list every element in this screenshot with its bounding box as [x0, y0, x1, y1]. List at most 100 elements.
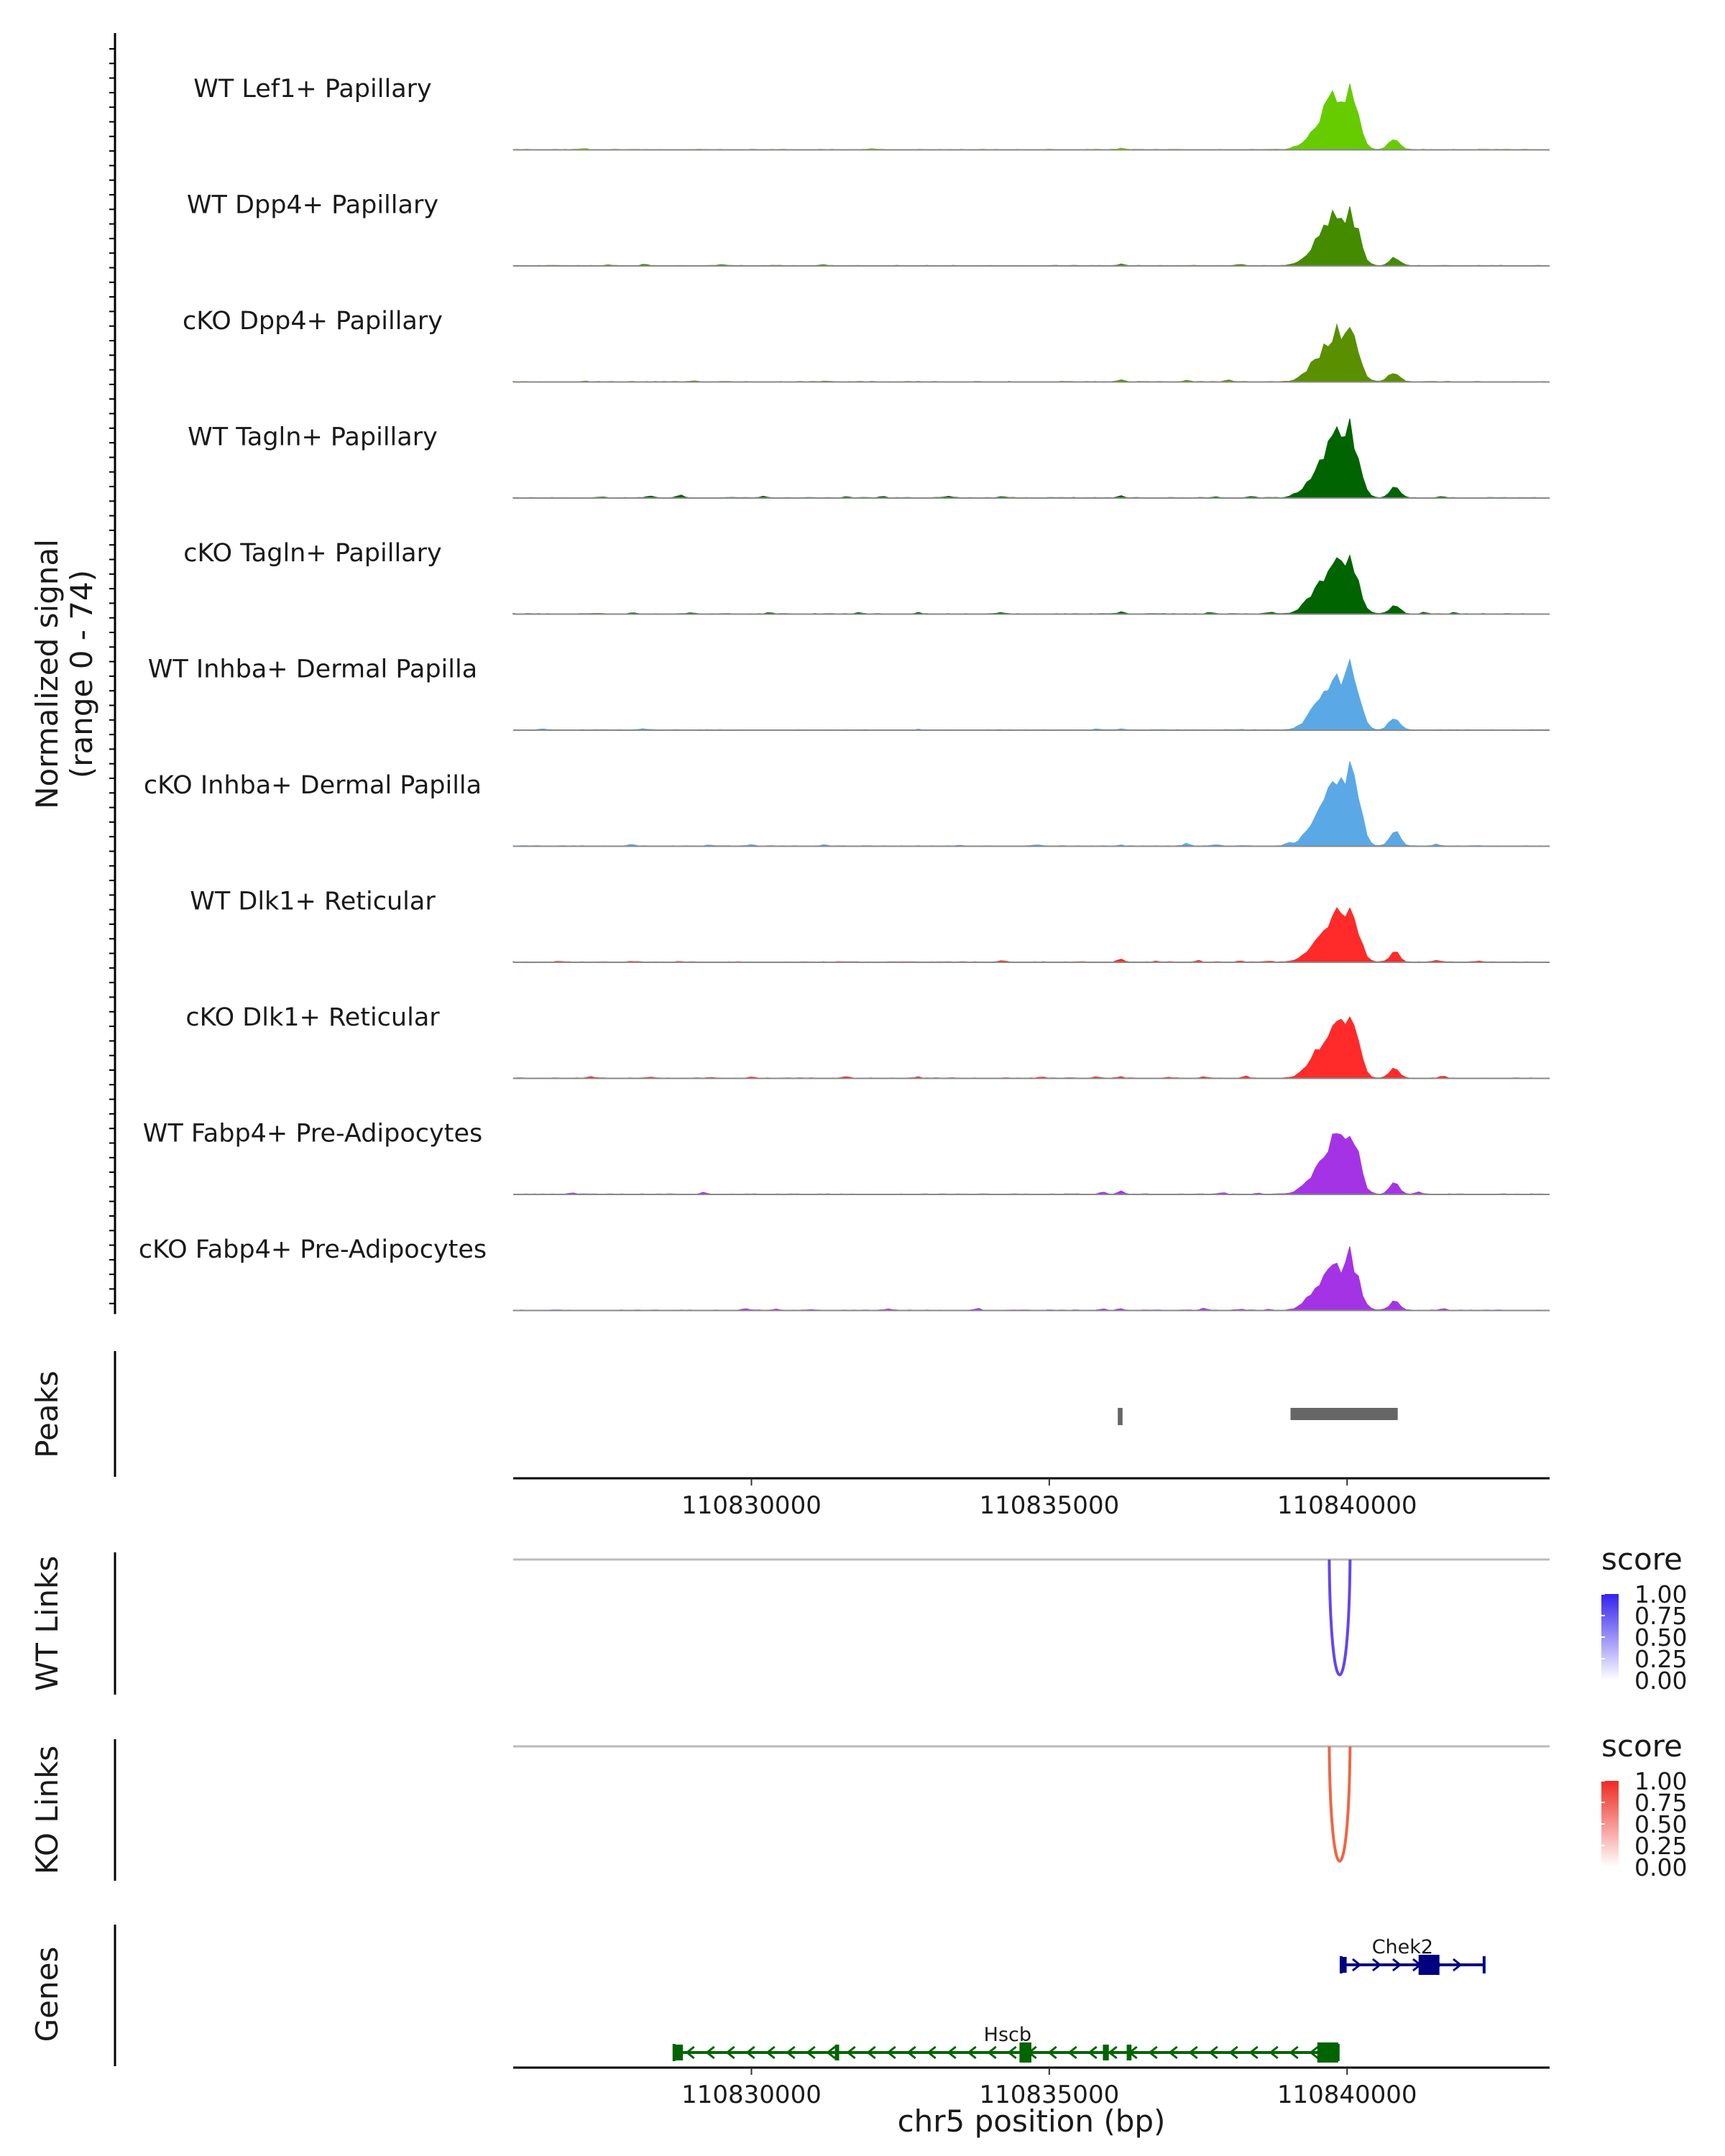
x-axis-title: chr5 position (bp): [898, 2104, 1166, 2139]
strand-arrow: [705, 2045, 715, 2060]
x-axis-tick-label: 110830000: [681, 1491, 822, 1520]
strand-arrow: [1372, 1958, 1382, 1972]
legend-tick-label: 0.00: [1634, 1667, 1687, 1695]
strand-arrow: [1007, 2045, 1017, 2060]
exon: [1126, 2045, 1132, 2060]
coverage-area: [512, 1246, 1550, 1312]
coverage-panel: Normalized signal (range 0 - 74) WT Lef1+ …: [29, 33, 1550, 1314]
coverage-y-axis-range: (range 0 - 74): [64, 570, 99, 778]
strand-arrow: [1248, 2045, 1259, 2060]
x-axis-tick-label: 110835000: [980, 2081, 1120, 2109]
strand-arrow: [886, 2045, 896, 2060]
exon: [1418, 1955, 1440, 1975]
strand-arrow: [926, 2045, 937, 2060]
strand-arrow: [967, 2045, 977, 2060]
genes-label: Genes: [29, 1947, 65, 2042]
exon: [1103, 2045, 1109, 2060]
track-label: WT Dpp4+ Papillary: [187, 191, 438, 220]
track-label: cKO Dpp4+ Papillary: [183, 307, 443, 336]
strand-arrow: [826, 2045, 836, 2060]
track-label: WT Dlk1+ Reticular: [190, 888, 436, 916]
track-label: cKO Inhba+ Dermal Papilla: [144, 771, 482, 800]
x-axis-tick-label: 110830000: [681, 2081, 822, 2109]
legend-tick-label: 0.25: [1634, 1832, 1687, 1860]
strand-arrow: [1047, 2045, 1057, 2060]
coverage-area: [512, 83, 1550, 151]
strand-arrow: [1108, 2045, 1118, 2060]
strand-arrow: [786, 2045, 796, 2060]
strand-arrow: [1392, 1958, 1402, 1972]
strand-arrow: [1289, 2045, 1299, 2060]
exon: [1317, 2042, 1338, 2063]
link-arc: [1328, 1559, 1352, 1677]
strand-arrow: [1228, 2045, 1238, 2060]
strand-arrow: [947, 2045, 957, 2060]
coverage-area: [512, 658, 1550, 731]
strand-arrow: [1148, 2045, 1158, 2060]
strand-arrow: [745, 2045, 755, 2060]
track-label: cKO Tagln+ Papillary: [183, 539, 442, 568]
coverage-area: [512, 1133, 1550, 1195]
strand-arrow: [1188, 2045, 1198, 2060]
gene-name: Hscb: [984, 2024, 1031, 2046]
track-label: cKO Fabp4+ Pre-Adipocytes: [139, 1235, 487, 1264]
strand-arrow: [866, 2045, 876, 2060]
legend-tick-label: 0.50: [1634, 1810, 1687, 1838]
coverage-area: [512, 323, 1550, 383]
track-label: WT Lef1+ Papillary: [193, 75, 432, 103]
peaks-panel: Peaks 110830000 110835000 110840000: [29, 1351, 1550, 1520]
strand-arrow: [846, 2045, 856, 2060]
legend-tick-label: 1.00: [1634, 1767, 1687, 1795]
exon: [1019, 2042, 1031, 2063]
strand-arrow: [725, 2045, 735, 2060]
coverage-area: [512, 553, 1550, 615]
legend-tick-label: 0.00: [1634, 1853, 1687, 1881]
link-arc: [1328, 1746, 1352, 1863]
strand-arrow: [1087, 2045, 1098, 2060]
exon: [834, 2045, 840, 2060]
coverage-area: [512, 206, 1550, 267]
strand-arrow: [1309, 2045, 1319, 2060]
x-axis-tick-label: 110840000: [1277, 1491, 1417, 1520]
links-track-label: KO Links: [29, 1746, 65, 1875]
peaks-label: Peaks: [29, 1370, 65, 1458]
coverage-area: [512, 907, 1550, 963]
strand-arrow: [906, 2045, 916, 2060]
strand-arrow: [1269, 2045, 1279, 2060]
track-label: WT Fabp4+ Pre-Adipocytes: [143, 1120, 482, 1148]
strand-arrow: [806, 2045, 816, 2060]
coverage-y-axis-label: Normalized signal: [29, 539, 65, 809]
strand-arrow: [765, 2045, 776, 2060]
legend-tick-label: 0.25: [1634, 1645, 1687, 1673]
gene-name: Chek2: [1372, 1936, 1433, 1958]
legend-title: score: [1601, 1728, 1683, 1764]
coverage-area: [512, 761, 1550, 847]
strand-arrow: [1352, 1958, 1362, 1972]
legend-title: score: [1601, 1542, 1683, 1577]
legend-tick-label: 0.75: [1634, 1602, 1687, 1630]
x-axis-tick-label: 110835000: [980, 1491, 1120, 1520]
track-label: WT Tagln+ Papillary: [188, 423, 438, 452]
strand-arrow: [1168, 2045, 1178, 2060]
peak-region: [1118, 1408, 1123, 1425]
legend-tick-label: 0.75: [1634, 1789, 1687, 1817]
strand-arrow: [1208, 2045, 1218, 2060]
track-label: WT Inhba+ Dermal Papilla: [148, 655, 477, 684]
strand-arrow: [1453, 1958, 1463, 1972]
coverage-area: [512, 418, 1550, 499]
coverage-area: [512, 1016, 1550, 1079]
track-label: cKO Dlk1+ Reticular: [185, 1003, 440, 1032]
legend-tick-label: 1.00: [1634, 1580, 1687, 1608]
legend-tick-label: 0.50: [1634, 1623, 1687, 1651]
exon: [1342, 1957, 1347, 1973]
genes-panel: Genes Chek2 Hscb 110830000 110835000 11084000…: [29, 1925, 1550, 2139]
x-axis-tick-label: 110840000: [1277, 2081, 1417, 2109]
strand-arrow: [1067, 2045, 1077, 2060]
links-track-label: WT Links: [29, 1556, 65, 1691]
strand-arrow: [987, 2045, 997, 2060]
strand-arrow: [685, 2045, 695, 2060]
peak-region: [1290, 1408, 1398, 1420]
exon: [673, 2045, 684, 2060]
